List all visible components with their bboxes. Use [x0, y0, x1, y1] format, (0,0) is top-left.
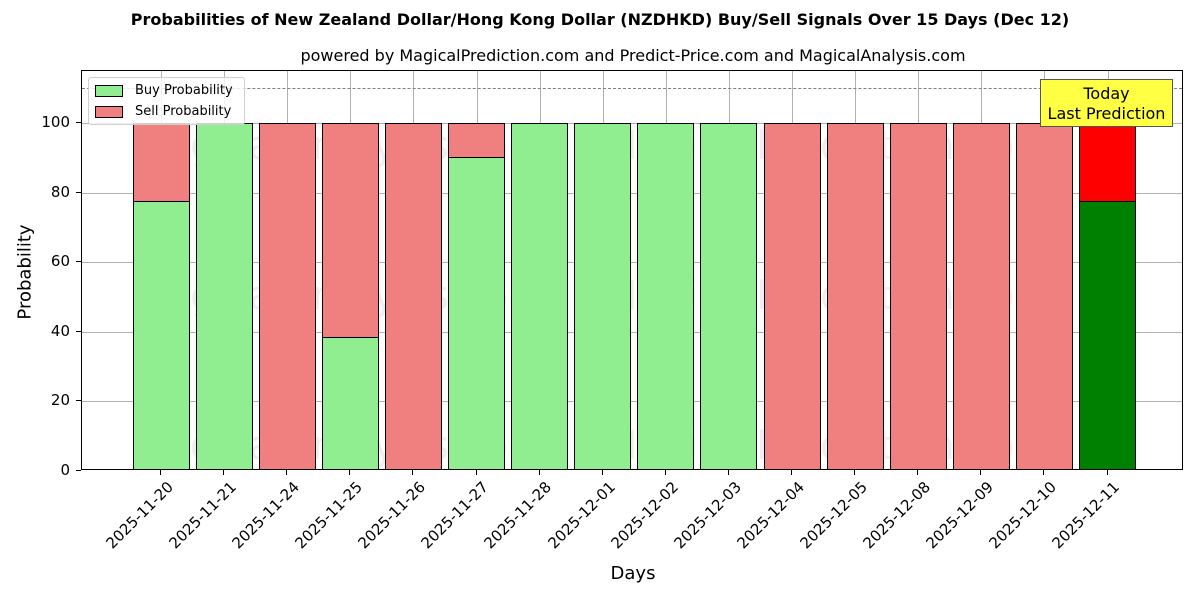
x-tick-mark — [1043, 470, 1045, 475]
sell-bar — [826, 123, 884, 469]
sell-bar — [258, 123, 316, 469]
x-tick-mark — [664, 470, 666, 475]
plot-area: MagicalAnalysis.comMagicalPrediction.com… — [81, 70, 1183, 470]
y-tick-mark — [76, 400, 81, 402]
grid-line-h — [82, 192, 1182, 194]
x-tick-label: 2025-12-11 — [1048, 478, 1124, 553]
y-tick-label: 20 — [50, 391, 70, 410]
x-tick-label: 2025-12-05 — [796, 478, 871, 553]
sell-bar — [132, 123, 190, 202]
buy-bar — [637, 123, 695, 469]
today-annotation: Today Last Prediction — [1040, 79, 1173, 127]
y-tick-mark — [76, 122, 81, 124]
y-tick-label: 40 — [50, 321, 70, 340]
buy-swatch-icon — [95, 84, 123, 97]
legend-sell-label: Sell Probability — [135, 104, 232, 119]
x-tick-label: 2025-11-28 — [480, 478, 556, 553]
x-tick-label: 2025-11-21 — [165, 478, 240, 553]
sell-bar — [1079, 123, 1136, 202]
sell-bar — [889, 123, 947, 469]
x-tick-mark — [538, 470, 540, 475]
y-tick-mark — [76, 191, 81, 193]
buy-bar — [132, 200, 190, 469]
x-tick-label: 2025-11-27 — [417, 478, 493, 553]
grid-line-h — [82, 123, 1182, 125]
x-tick-mark — [412, 470, 414, 475]
grid-line-h — [82, 331, 1182, 333]
x-tick-label: 2025-11-26 — [354, 478, 430, 553]
chart-subtitle: powered by MagicalPrediction.com and Pre… — [300, 46, 966, 65]
x-tick-label: 2025-12-01 — [544, 478, 619, 553]
x-tick-mark — [160, 470, 161, 475]
x-axis-label: Days — [610, 563, 656, 584]
reference-line — [82, 88, 1182, 90]
today-annotation-line1: Today — [1083, 84, 1130, 103]
x-tick-label: 2025-11-25 — [291, 478, 367, 553]
sell-bar — [1015, 123, 1073, 469]
buy-bar — [700, 123, 758, 469]
x-tick-label: 2025-11-24 — [228, 478, 303, 553]
y-tick-label: 60 — [50, 252, 70, 271]
sell-bar — [763, 123, 821, 469]
x-tick-mark — [917, 470, 919, 475]
x-tick-label: 2025-12-04 — [733, 478, 808, 553]
x-tick-label: 2025-12-03 — [670, 478, 745, 553]
x-tick-mark — [980, 470, 982, 475]
buy-bar — [1079, 200, 1136, 469]
buy-bar — [448, 157, 505, 469]
y-tick-label: 80 — [50, 182, 70, 201]
buy-bar — [195, 123, 253, 469]
y-tick-label: 0 — [60, 461, 70, 479]
x-tick-mark — [601, 470, 603, 475]
sell-bar — [321, 123, 379, 339]
x-tick-label: 2025-12-10 — [985, 478, 1061, 553]
legend-item-buy: Buy Probability — [95, 83, 233, 98]
x-tick-mark — [349, 470, 351, 475]
y-axis-label: Probability — [14, 224, 36, 320]
today-annotation-line2: Last Prediction — [1047, 104, 1166, 123]
x-tick-label: 2025-12-08 — [859, 478, 934, 553]
legend: Buy Probability Sell Probability — [88, 77, 245, 125]
x-tick-mark — [223, 470, 225, 475]
sell-bar — [384, 123, 442, 469]
x-tick-mark — [1106, 470, 1108, 475]
sell-bar — [952, 123, 1010, 469]
buy-bar — [321, 337, 379, 469]
buy-bar — [511, 123, 569, 469]
legend-buy-label: Buy Probability — [135, 83, 233, 98]
buy-bar — [574, 123, 632, 469]
x-tick-mark — [727, 470, 729, 475]
x-tick-mark — [286, 470, 288, 475]
x-tick-mark — [475, 470, 477, 475]
y-tick-mark — [76, 261, 81, 263]
x-tick-mark — [854, 470, 856, 475]
x-tick-mark — [791, 470, 792, 475]
grid-line-h — [82, 401, 1182, 403]
grid-line-h — [82, 262, 1182, 264]
y-tick-mark — [76, 330, 81, 332]
x-tick-label: 2025-11-20 — [102, 478, 177, 553]
sell-swatch-icon — [95, 105, 123, 118]
x-tick-label: 2025-12-09 — [922, 478, 998, 553]
sell-bar — [448, 123, 505, 159]
chart-title: Probabilities of New Zealand Dollar/Hong… — [130, 10, 1070, 29]
legend-item-sell: Sell Probability — [95, 104, 231, 119]
y-tick-mark — [76, 470, 81, 471]
y-tick-label: 100 — [41, 113, 70, 132]
